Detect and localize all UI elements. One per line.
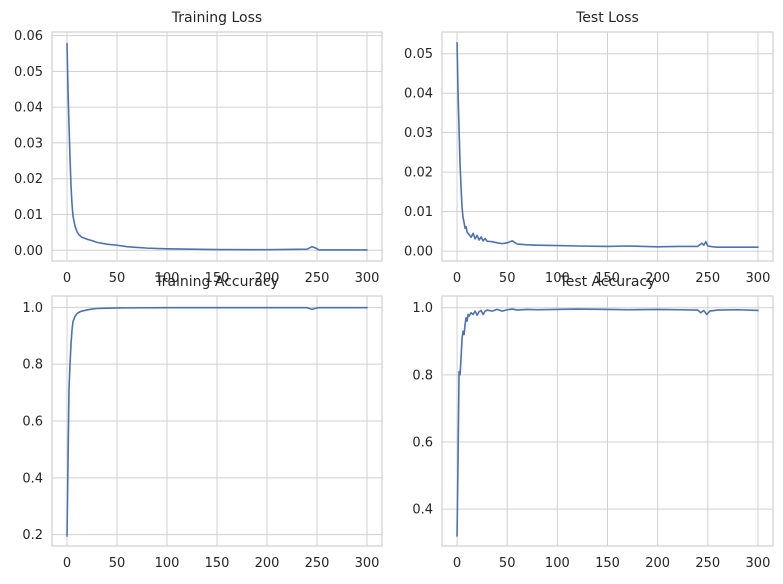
test-loss-y-tick-label: 0.04 <box>404 87 433 102</box>
test-accuracy-x-tick-label: 250 <box>695 556 720 571</box>
training-loss-x-tick-label: 150 <box>205 271 230 286</box>
test-accuracy-title: Test Accuracy <box>559 274 656 290</box>
test-loss-axes-frame <box>441 31 774 262</box>
test-accuracy-series-line <box>456 308 759 537</box>
test-accuracy-x-tick-label: 150 <box>595 556 620 571</box>
test-accuracy-x-tick-label: 50 <box>499 556 516 571</box>
training-accuracy-axes-frame <box>51 295 383 547</box>
training-accuracy-y-tick-label: 1.0 <box>22 301 43 316</box>
test-loss-y-tick-label: 0.00 <box>404 245 433 260</box>
test-accuracy-x-tick-label: 0 <box>453 556 461 571</box>
test-loss-title: Test Loss <box>575 10 639 26</box>
training-accuracy-x-tick-label: 200 <box>255 556 280 571</box>
test-accuracy-panel: 0 50 100 150 200 250 300 0.4 0.6 0.8 1.0 Test Accur… <box>412 274 774 571</box>
training-loss-x-tick-label: 300 <box>355 271 380 286</box>
training-loss-x-tick-label: 0 <box>63 271 71 286</box>
training-accuracy-x-tick-label: 0 <box>63 556 71 571</box>
training-loss-x-tick-label: 100 <box>155 271 180 286</box>
test-accuracy-y-tick-label: 0.6 <box>412 435 433 450</box>
test-loss-x-tick-label: 250 <box>695 271 720 286</box>
test-loss-x-tick-label: 200 <box>645 271 670 286</box>
test-loss-y-tick-label: 0.02 <box>404 166 433 181</box>
test-loss-y-tick-label: 0.01 <box>404 205 433 220</box>
training-loss-series-line <box>66 42 368 251</box>
training-accuracy-title: Training Accuracy <box>154 274 279 290</box>
training-accuracy-x-tick-label: 100 <box>155 556 180 571</box>
training-loss-y-tick-label: 0.00 <box>14 244 43 259</box>
training-accuracy-x-tick-label: 250 <box>305 556 330 571</box>
test-loss-y-tick-label: 0.03 <box>404 126 433 141</box>
training-loss-y-tick-label: 0.06 <box>14 29 43 44</box>
training-accuracy-panel: 0 50 100 150 200 250 300 0.2 0.4 0.6 0.8 1.0 Trainin… <box>22 274 383 571</box>
test-loss-x-tick-label: 100 <box>545 271 570 286</box>
test-accuracy-y-tick-label: 0.8 <box>412 368 433 383</box>
training-loss-axes-frame <box>51 31 383 262</box>
training-loss-y-tick-label: 0.02 <box>14 172 43 187</box>
test-accuracy-y-tick-label: 0.4 <box>412 503 433 518</box>
training-loss-x-tick-label: 200 <box>255 271 280 286</box>
training-loss-x-tick-label: 250 <box>305 271 330 286</box>
training-loss-y-tick-label: 0.03 <box>14 136 43 151</box>
test-loss-y-tick-label: 0.05 <box>404 47 433 62</box>
test-loss-x-tick-label: 0 <box>453 271 461 286</box>
training-loss-panel: 0 50 100 150 200 250 300 0.00 0.01 0.02 0.03 0.04 0.… <box>14 10 383 286</box>
training-accuracy-x-tick-label: 150 <box>205 556 230 571</box>
training-loss-y-tick-label: 0.04 <box>14 101 43 116</box>
test-accuracy-x-tick-label: 100 <box>545 556 570 571</box>
training-loss-title: Training Loss <box>171 10 262 26</box>
test-loss-series-line <box>456 41 759 248</box>
test-accuracy-x-tick-label: 200 <box>645 556 670 571</box>
subplot-grid: 0 50 100 150 200 250 300 0.00 0.01 0.02 0.03 0.04 0.… <box>14 10 774 571</box>
test-accuracy-axes-frame <box>441 295 774 547</box>
training-accuracy-y-tick-label: 0.2 <box>22 528 43 543</box>
training-loss-x-tick-label: 50 <box>109 271 126 286</box>
test-loss-panel: 0 50 100 150 200 250 300 0.00 0.01 0.02 0.03 0.04 0.… <box>404 10 774 286</box>
training-accuracy-x-tick-label: 50 <box>109 556 126 571</box>
test-loss-x-tick-label: 50 <box>499 271 516 286</box>
training-accuracy-y-tick-label: 0.8 <box>22 358 43 373</box>
training-loss-y-tick-label: 0.01 <box>14 208 43 223</box>
training-loss-y-tick-label: 0.05 <box>14 65 43 80</box>
training-accuracy-series-line <box>66 306 368 537</box>
test-accuracy-y-tick-label: 1.0 <box>412 301 433 316</box>
test-loss-x-tick-label: 300 <box>746 271 771 286</box>
test-loss-x-tick-label: 150 <box>595 271 620 286</box>
training-accuracy-x-tick-label: 300 <box>355 556 380 571</box>
training-accuracy-y-tick-label: 0.6 <box>22 415 43 430</box>
test-accuracy-x-tick-label: 300 <box>746 556 771 571</box>
training-accuracy-y-tick-label: 0.4 <box>22 471 43 486</box>
